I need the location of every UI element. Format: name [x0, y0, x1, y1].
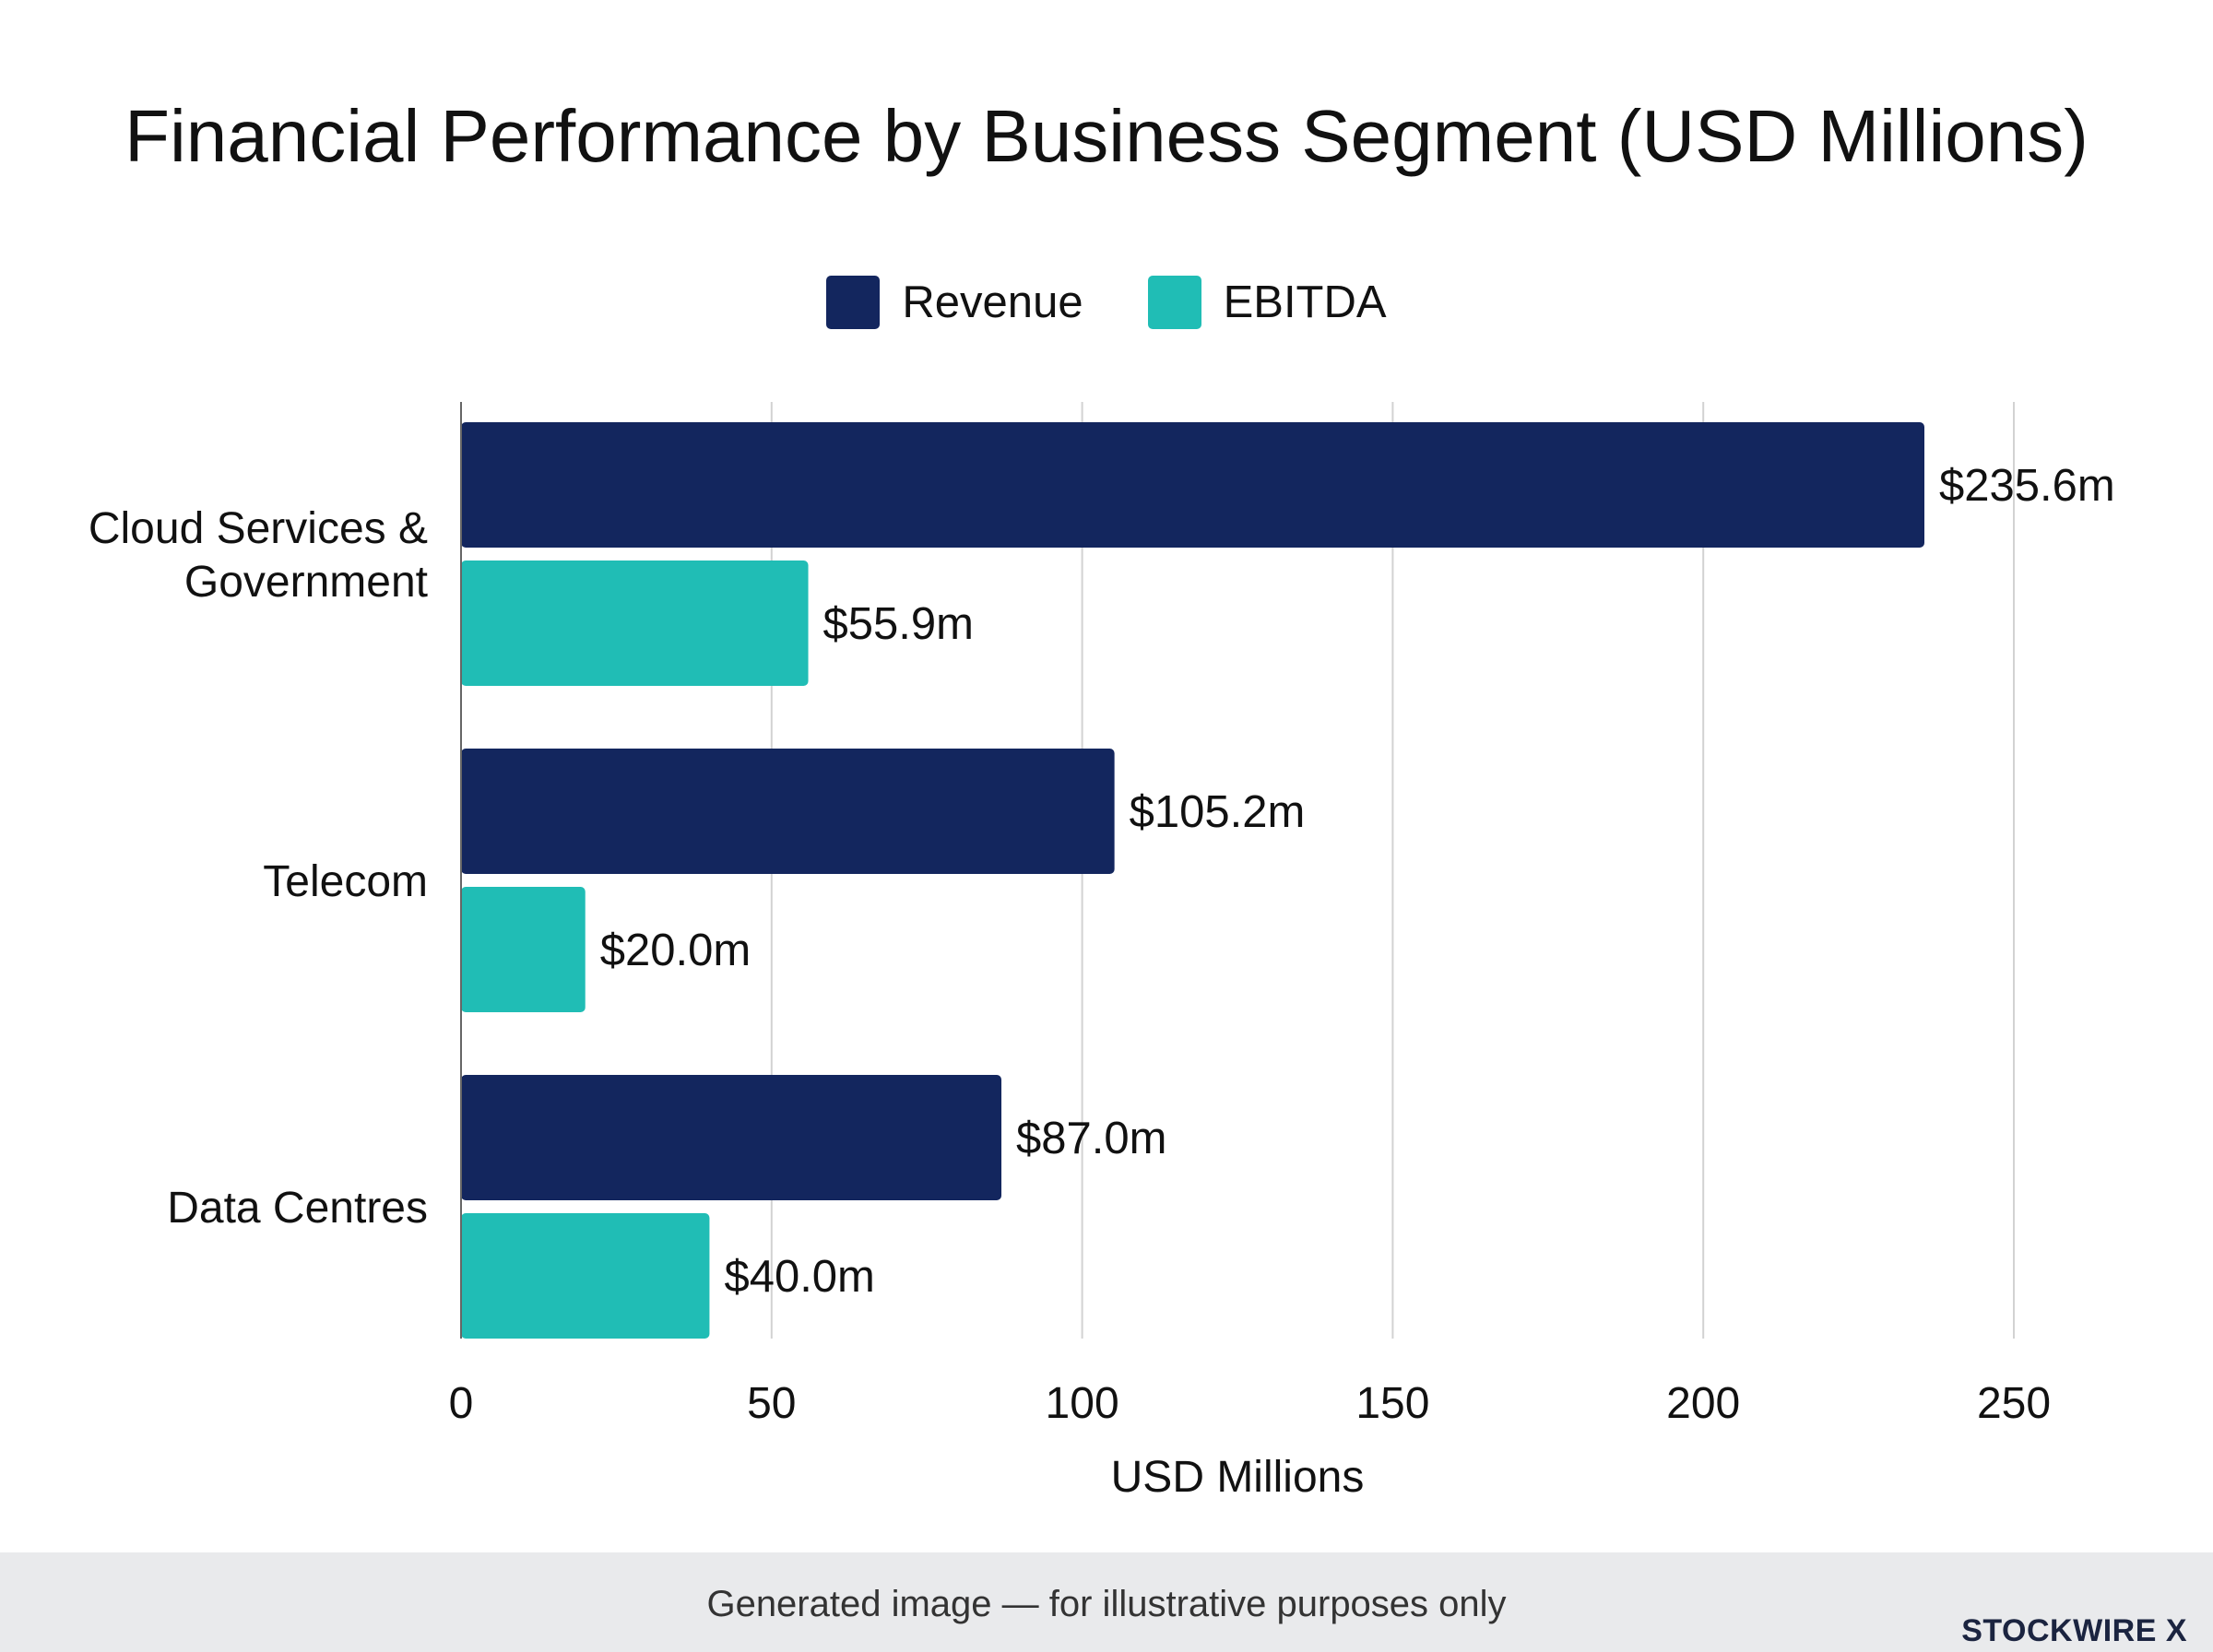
legend-item-ebitda: EBITDA: [1147, 276, 1387, 329]
legend-item-revenue: Revenue: [826, 276, 1083, 329]
x-tick-label-50: 50: [747, 1379, 796, 1428]
x-axis-title: USD Millions: [1111, 1453, 1365, 1502]
y-category-label-line: Telecom: [263, 857, 428, 906]
bar-revenue-data-centres: [461, 1075, 1002, 1200]
data-label-revenue-cloud-services-government: $235.6m: [1939, 461, 2115, 511]
data-label-ebitda-cloud-services-government: $55.9m: [823, 599, 974, 649]
bar-revenue-cloud-services-government: [461, 422, 1925, 548]
chart-legend: Revenue EBITDA: [0, 273, 2213, 332]
bar-revenue-telecom: [461, 749, 1115, 874]
bar-ebitda-cloud-services-government: [461, 560, 809, 686]
y-category-label-cloud-services-government: Cloud Services & Government: [89, 504, 428, 607]
y-category-label-line: Cloud Services &: [89, 504, 428, 553]
x-tick-label-250: 250: [1977, 1379, 2051, 1428]
data-label-ebitda-data-centres: $40.0m: [724, 1252, 874, 1302]
brand-logo: STOCKWIRE X: [1961, 1613, 2187, 1648]
data-label-revenue-telecom: $105.2m: [1130, 787, 1306, 837]
x-tick-label-200: 200: [1666, 1379, 1740, 1428]
legend-swatch-revenue: [826, 276, 881, 329]
y-category-label-data-centres: Data Centres: [167, 1184, 428, 1233]
y-category-label-line: Government: [184, 558, 428, 607]
bar-chart: 0 50 100 150 200 250 $235.6m $55.9m Cloud Servic…: [89, 402, 2115, 1502]
bar-ebitda-data-centres: [461, 1213, 710, 1339]
x-tick-label-150: 150: [1355, 1379, 1429, 1428]
legend-label-ebitda: EBITDA: [1223, 277, 1387, 327]
footer-note: Generated image — for illustrative purpo…: [706, 1584, 1507, 1624]
bar-ebitda-telecom: [461, 887, 586, 1012]
y-category-label-telecom: Telecom: [263, 857, 428, 906]
footer-bar: Generated image — for illustrative purpo…: [0, 1552, 2213, 1652]
chart-title: Financial Performance by Business Segmen…: [124, 95, 2089, 177]
x-tick-label-100: 100: [1046, 1379, 1119, 1428]
y-category-label-line: Data Centres: [167, 1184, 428, 1233]
data-label-ebitda-telecom: $20.0m: [600, 926, 751, 975]
legend-label-revenue: Revenue: [902, 277, 1083, 327]
x-tick-label-0: 0: [449, 1379, 474, 1428]
data-label-revenue-data-centres: $87.0m: [1016, 1114, 1166, 1163]
legend-swatch-ebitda: [1147, 276, 1201, 329]
